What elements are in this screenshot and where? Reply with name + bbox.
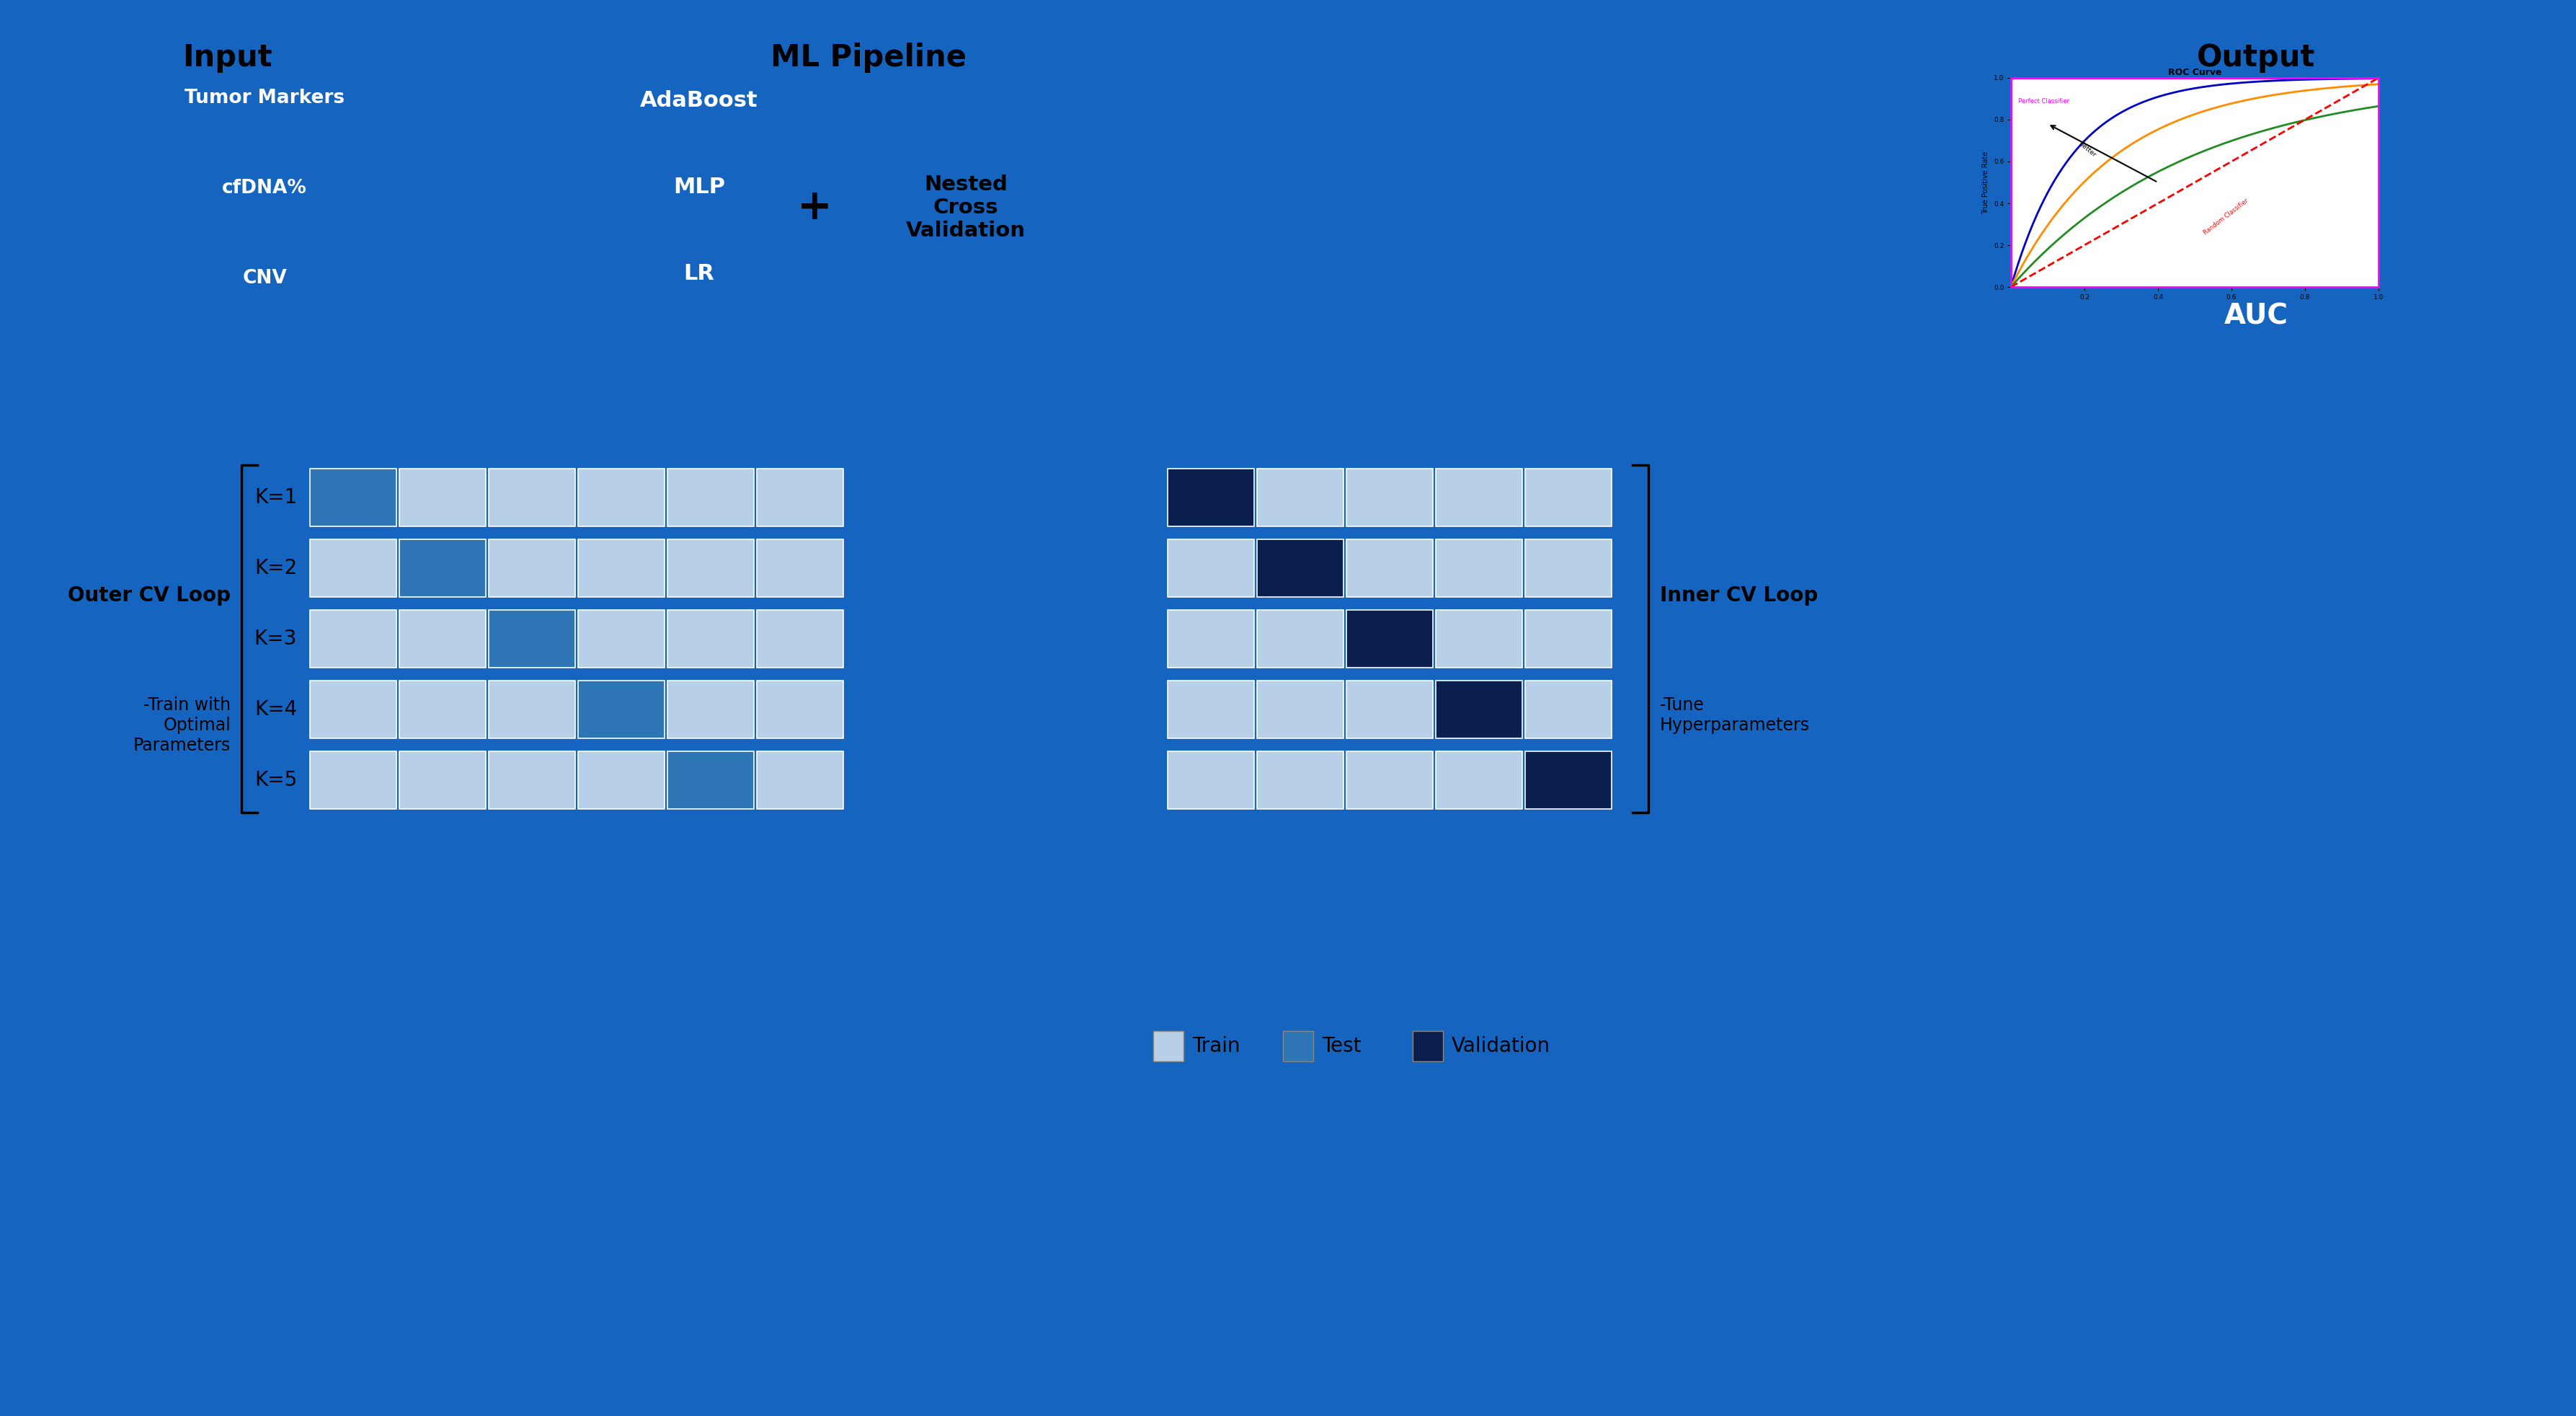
Text: ML Pipeline: ML Pipeline (770, 42, 966, 72)
Bar (757, 610, 842, 667)
Bar (489, 610, 574, 667)
Bar (489, 539, 574, 598)
Bar (399, 681, 487, 738)
Bar (309, 681, 397, 738)
Title: ROC Curve: ROC Curve (2169, 68, 2221, 76)
Bar (1167, 681, 1255, 738)
Bar (399, 539, 487, 598)
Bar (1167, 469, 1255, 527)
Bar (1257, 681, 1345, 738)
Text: K=3: K=3 (255, 629, 296, 649)
Bar (1257, 610, 1345, 667)
Bar (1283, 1031, 1314, 1061)
Bar (1257, 539, 1345, 598)
Text: Train: Train (1193, 1037, 1239, 1056)
Bar (1525, 539, 1613, 598)
Bar (399, 469, 487, 527)
Text: Tumor Markers: Tumor Markers (185, 89, 345, 108)
Text: Input: Input (183, 42, 273, 72)
Bar (399, 752, 487, 809)
Bar (1525, 469, 1613, 527)
Bar (1257, 752, 1345, 809)
Text: K=2: K=2 (255, 558, 296, 578)
Bar (489, 469, 574, 527)
Text: -Tune
Hyperparameters: -Tune Hyperparameters (1659, 697, 1811, 733)
Bar (309, 752, 397, 809)
Bar (1435, 681, 1522, 738)
Bar (1435, 752, 1522, 809)
Text: AUC: AUC (2223, 303, 2287, 330)
Y-axis label: True Positive Rate: True Positive Rate (1984, 152, 1989, 214)
Bar (1435, 539, 1522, 598)
Bar (309, 610, 397, 667)
Bar (1525, 610, 1613, 667)
Text: Test: Test (1321, 1037, 1360, 1056)
Bar (757, 469, 842, 527)
Text: Validation: Validation (1453, 1037, 1551, 1056)
Bar (667, 610, 755, 667)
Bar (1525, 752, 1613, 809)
Text: Better: Better (2076, 140, 2097, 159)
Bar (399, 610, 487, 667)
Text: CNV: CNV (242, 269, 286, 287)
Bar (1347, 539, 1432, 598)
Bar (1435, 610, 1522, 667)
Bar (1167, 752, 1255, 809)
Bar (577, 469, 665, 527)
Text: cfDNA%: cfDNA% (222, 178, 307, 198)
Bar (1347, 469, 1432, 527)
Bar (309, 539, 397, 598)
Text: Inner CV Loop: Inner CV Loop (1659, 585, 1819, 606)
Bar (1257, 469, 1345, 527)
Text: Random Classifier: Random Classifier (2202, 197, 2249, 236)
Text: MLP: MLP (672, 177, 724, 198)
Text: K=1: K=1 (255, 487, 296, 507)
Bar (1167, 539, 1255, 598)
Bar (667, 752, 755, 809)
Text: AdaBoost: AdaBoost (641, 91, 757, 112)
Text: Perfect Classifier: Perfect Classifier (2017, 98, 2069, 105)
Bar (757, 752, 842, 809)
Bar (309, 469, 397, 527)
Text: Nested
Cross
Validation: Nested Cross Validation (907, 174, 1025, 241)
Text: Outer CV Loop: Outer CV Loop (67, 585, 232, 606)
Text: K=5: K=5 (255, 770, 296, 790)
Bar (1347, 752, 1432, 809)
Bar (577, 681, 665, 738)
Text: K=4: K=4 (255, 700, 296, 719)
Text: -Train with
Optimal
Parameters: -Train with Optimal Parameters (134, 697, 232, 753)
Bar (577, 752, 665, 809)
Bar (757, 681, 842, 738)
Bar (1435, 469, 1522, 527)
Bar (1525, 681, 1613, 738)
Text: Output: Output (2197, 42, 2316, 72)
Bar (1347, 610, 1432, 667)
Bar (667, 681, 755, 738)
Text: LR: LR (683, 263, 714, 285)
Bar (757, 539, 842, 598)
Bar (667, 469, 755, 527)
Text: +: + (796, 187, 832, 228)
Bar (577, 539, 665, 598)
Bar (489, 681, 574, 738)
Bar (489, 752, 574, 809)
Bar (1167, 610, 1255, 667)
Bar (304, 463, 850, 603)
Bar (1412, 1031, 1443, 1061)
Bar (577, 610, 665, 667)
Bar (667, 539, 755, 598)
Bar (1347, 681, 1432, 738)
Bar (1154, 1031, 1182, 1061)
